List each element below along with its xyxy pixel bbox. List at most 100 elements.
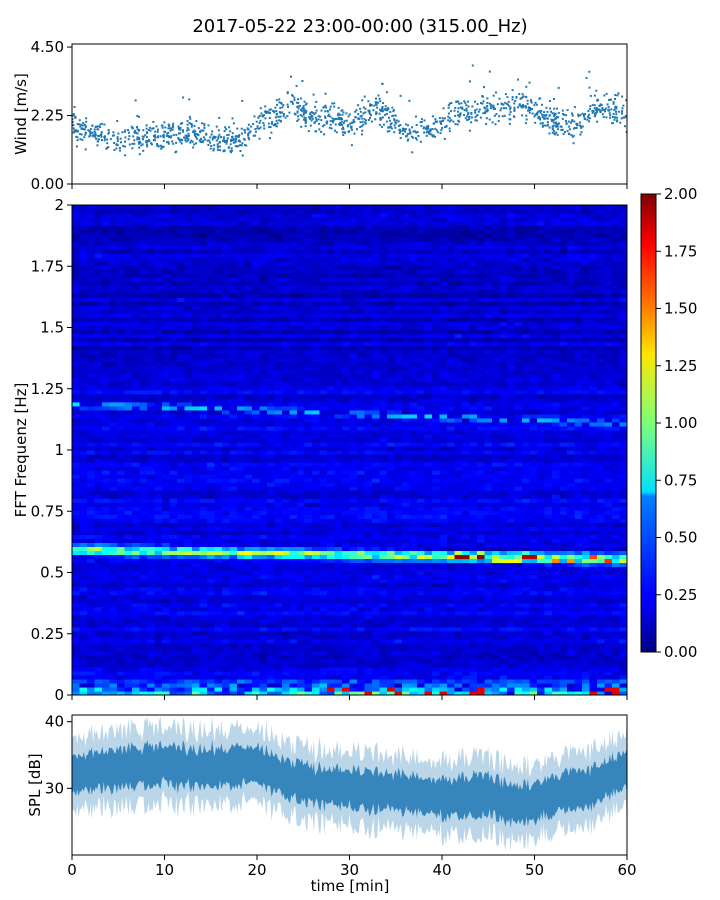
spectrogram-cell bbox=[87, 686, 96, 692]
spectrogram-cell bbox=[94, 606, 103, 612]
wind-point bbox=[188, 98, 191, 101]
spectrogram-cell bbox=[574, 558, 583, 564]
spectrogram-cell bbox=[312, 538, 321, 543]
spectrogram-cell bbox=[559, 506, 568, 511]
spectrogram-cell bbox=[72, 654, 81, 660]
spectrogram-cell bbox=[289, 654, 298, 660]
spectrogram-cell bbox=[469, 590, 478, 596]
spectrogram-cell bbox=[507, 650, 516, 656]
spectrogram-cell bbox=[312, 622, 321, 628]
spectrogram-cell bbox=[79, 598, 88, 604]
wind-point bbox=[386, 130, 389, 133]
spectrogram-cell bbox=[192, 574, 201, 580]
spectrogram-cell bbox=[267, 646, 276, 652]
spectrogram-cell bbox=[439, 614, 448, 620]
spectrogram-cell bbox=[312, 678, 321, 684]
wind-point bbox=[621, 107, 624, 110]
spectrogram-cell bbox=[229, 586, 238, 592]
spectrogram-cell bbox=[492, 550, 501, 556]
wind-point bbox=[511, 89, 514, 92]
wind-point bbox=[74, 117, 77, 119]
spectrogram-cell bbox=[597, 690, 606, 695]
spectrogram-cell bbox=[304, 646, 313, 652]
wind-point bbox=[327, 115, 330, 117]
wind-point bbox=[103, 139, 106, 142]
spectrogram-cell bbox=[117, 642, 126, 648]
spectrogram-cell bbox=[312, 670, 321, 676]
wind-point bbox=[78, 123, 81, 126]
spectrogram-cell bbox=[439, 686, 448, 692]
spectrogram-cell bbox=[574, 638, 583, 644]
spectrogram-cell bbox=[259, 678, 268, 684]
spectrogram-cell bbox=[222, 674, 231, 680]
wind-point bbox=[595, 107, 598, 110]
spectrogram-cell bbox=[184, 550, 193, 556]
spectrogram-cell bbox=[372, 506, 381, 511]
spectrogram-cell bbox=[552, 546, 561, 552]
spectrogram-cell bbox=[207, 566, 216, 572]
wind-point bbox=[140, 144, 143, 147]
spectrogram-cell bbox=[559, 542, 568, 547]
spectrogram-cell bbox=[507, 586, 516, 592]
spectrogram-cell bbox=[447, 622, 456, 628]
wind-point bbox=[193, 124, 196, 127]
wind-point bbox=[75, 135, 78, 138]
wind-point bbox=[241, 154, 244, 157]
spectrogram-cell bbox=[222, 502, 231, 507]
spectrogram-cell bbox=[612, 562, 621, 568]
spectrogram-cell bbox=[349, 542, 358, 547]
spectrogram-cell bbox=[424, 682, 433, 688]
spectrogram-cell bbox=[312, 650, 321, 656]
wind-point bbox=[300, 125, 303, 128]
spectrogram-cell bbox=[222, 518, 231, 523]
spectrogram-cell bbox=[169, 566, 178, 572]
wind-point bbox=[294, 113, 297, 116]
wind-point bbox=[447, 112, 450, 115]
wind-point bbox=[616, 120, 618, 123]
spectrogram-cell bbox=[432, 606, 441, 612]
spectrogram-cell bbox=[267, 558, 276, 564]
wind-point bbox=[552, 124, 555, 127]
spectrogram-cell bbox=[462, 654, 471, 660]
spectrogram-cell bbox=[379, 598, 388, 604]
spectrogram-cell bbox=[154, 530, 163, 535]
spectrogram-cell bbox=[109, 630, 118, 636]
spectrogram-cell bbox=[582, 630, 591, 636]
spectrogram-cell bbox=[619, 626, 627, 632]
spectrogram-cell bbox=[582, 502, 591, 507]
spectrogram-cell bbox=[259, 614, 268, 620]
wind-point bbox=[220, 136, 223, 139]
spectrogram-cell bbox=[432, 690, 441, 695]
spectrogram-cell bbox=[334, 506, 343, 511]
wind-point bbox=[403, 128, 406, 131]
spectrogram-cell bbox=[582, 538, 591, 543]
spectrogram-cell bbox=[312, 614, 321, 620]
spectrogram-cell bbox=[154, 630, 163, 636]
spectrogram-cell bbox=[109, 558, 118, 564]
spectrogram-cell bbox=[139, 634, 148, 640]
spectrogram-cell bbox=[244, 662, 253, 668]
spectrogram-cell bbox=[477, 590, 486, 596]
spectrogram-cell bbox=[372, 526, 381, 531]
spectrogram-cell bbox=[109, 638, 118, 644]
spectrogram-cell bbox=[597, 658, 606, 664]
spectrogram-cell bbox=[432, 542, 441, 547]
spectrogram-cell bbox=[559, 550, 568, 556]
spectrogram-cell bbox=[289, 686, 298, 692]
spectrogram-cell bbox=[567, 606, 576, 612]
wind-point bbox=[350, 121, 353, 124]
spectrogram-cell bbox=[124, 594, 133, 600]
spectrogram-cell bbox=[282, 642, 291, 648]
spectrogram-cell bbox=[462, 590, 471, 596]
spectrogram-cell bbox=[132, 646, 141, 652]
spectrogram-cell bbox=[529, 682, 538, 688]
wind-point bbox=[241, 99, 244, 102]
spectrogram-cell bbox=[537, 578, 546, 584]
spectrogram-cell bbox=[304, 682, 313, 688]
wind-point bbox=[148, 139, 150, 141]
spectrogram-cell bbox=[289, 630, 298, 636]
spectrogram-cell bbox=[454, 538, 463, 543]
spectrogram-cell bbox=[229, 630, 238, 636]
spectrogram-cell bbox=[522, 618, 531, 624]
wind-point bbox=[136, 136, 139, 139]
